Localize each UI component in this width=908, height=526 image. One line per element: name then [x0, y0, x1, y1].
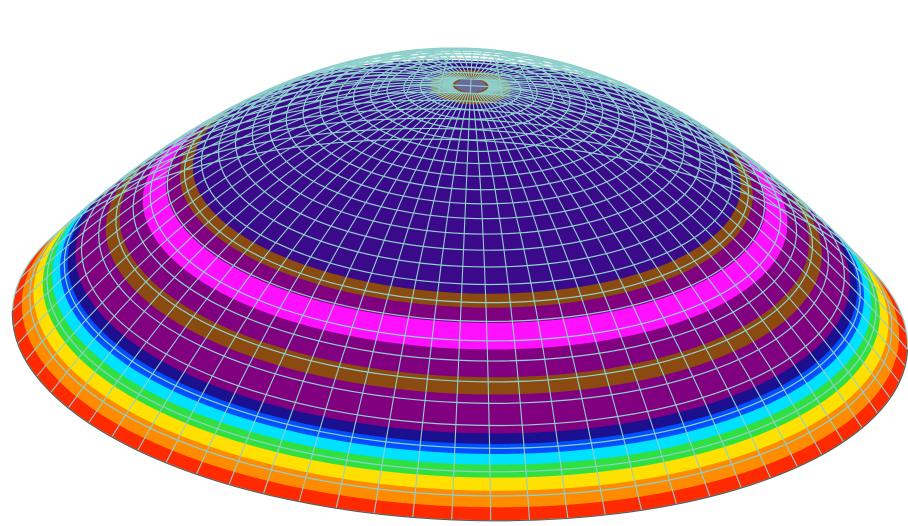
grid-meridian [373, 92, 468, 514]
grid-meridian [474, 92, 569, 519]
grid-meridian [88, 88, 456, 424]
rim-outline [11, 310, 908, 522]
grid-meridian [451, 93, 471, 520]
grid-meridian [17, 85, 454, 345]
grid-meridian [487, 82, 812, 213]
grid-meridian [437, 47, 470, 94]
grid-meridian [486, 80, 800, 199]
grid-meridian [482, 66, 705, 142]
grid-meridian [472, 93, 531, 521]
grid-meridian [484, 72, 750, 163]
grid-meridian [488, 83, 821, 226]
grid-meridian [469, 48, 473, 95]
grid-meridian [471, 93, 492, 521]
grid-meridian [473, 50, 535, 100]
grid-meridian [25, 86, 454, 361]
grid-meridian [228, 91, 462, 485]
grid-meridian [335, 92, 467, 509]
grid-meridian [488, 85, 908, 334]
grid-meridian [485, 75, 769, 175]
grid-meridian [485, 89, 844, 443]
grid-meridian [133, 74, 455, 170]
grid-meridian [483, 90, 799, 468]
grid-meridian [298, 92, 465, 502]
grid-meridian [166, 68, 457, 148]
grid-meridian [475, 52, 566, 104]
grid-meridian [314, 51, 464, 103]
grid-meridian [481, 91, 742, 489]
grid-meridian [479, 60, 654, 124]
grid-meridian [165, 90, 460, 464]
grid-meridian [488, 84, 903, 317]
grid-meridian [487, 88, 879, 414]
grid-meridian [232, 59, 460, 121]
grid-meridian [120, 77, 455, 183]
grid-meridian [111, 89, 457, 438]
grid-meridian [110, 79, 454, 195]
grid-meridian [412, 93, 470, 518]
grid-meridian [486, 89, 863, 429]
dome [11, 47, 908, 522]
grid-meridian [186, 65, 458, 138]
grid-meridian [476, 54, 596, 110]
grid-meridian [343, 49, 466, 99]
grid-meridian [487, 87, 891, 399]
grid-meridian [137, 89, 458, 451]
grid-meridian [488, 87, 900, 383]
grid-meridian [285, 53, 463, 108]
grid-meridian [478, 57, 626, 116]
grid-meridian [50, 87, 455, 393]
grid-meridian [478, 92, 678, 505]
grid-meridian [480, 63, 680, 132]
grid-meridian [374, 48, 467, 96]
grid-meridian [486, 78, 786, 187]
grid-meridian [488, 85, 908, 350]
grid-meridian [262, 91, 464, 494]
grid-meridian [67, 88, 456, 409]
grid-meridian [476, 92, 606, 516]
grid-meridian [482, 91, 772, 479]
grid-meridian [488, 86, 906, 367]
grid-meridian [484, 90, 823, 456]
grid-meridian [195, 90, 461, 475]
grid-meridian [477, 92, 643, 511]
grid-meridian [12, 84, 453, 311]
grid-meridian [36, 86, 454, 377]
grid-meridian [14, 83, 453, 295]
grid-meridian [13, 85, 453, 328]
grid-meridian [480, 91, 711, 497]
grid-meridian [405, 47, 469, 94]
grid-meridian [208, 62, 459, 129]
